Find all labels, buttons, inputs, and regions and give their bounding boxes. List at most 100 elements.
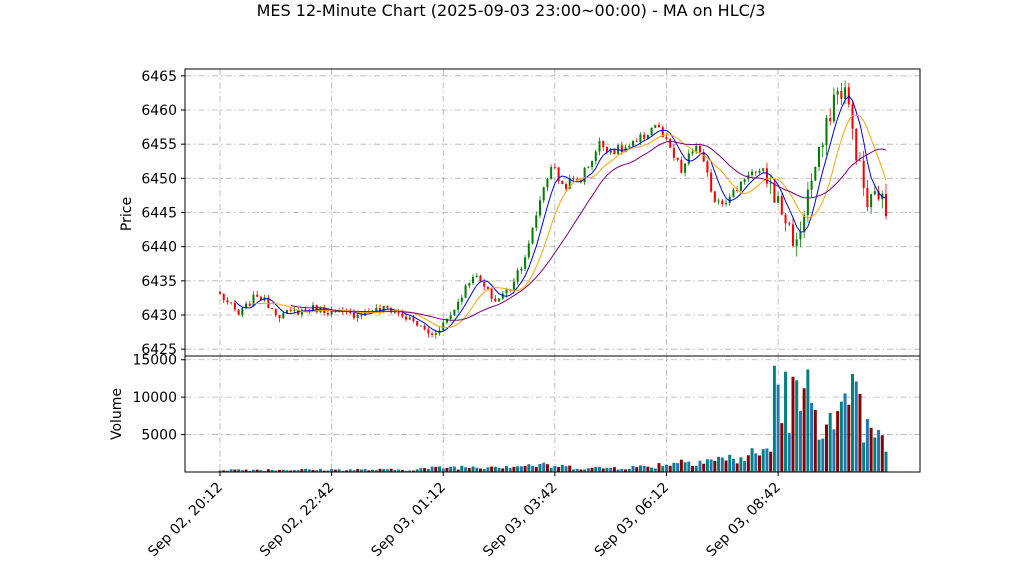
volume-bar-48 bbox=[397, 469, 401, 472]
volume-bar-86 bbox=[538, 464, 542, 472]
volume-bar-29 bbox=[326, 470, 330, 472]
volume-bar-93 bbox=[564, 466, 568, 472]
candle-body-67 bbox=[468, 283, 471, 286]
volume-bar-40 bbox=[367, 470, 371, 472]
price-tick-label-8: 6465 bbox=[141, 69, 177, 85]
volume-bar-122 bbox=[672, 462, 676, 472]
volume-bar-0 bbox=[218, 470, 222, 472]
volume-bar-94 bbox=[568, 465, 572, 472]
candle-body-111 bbox=[631, 140, 635, 146]
candle-body-82 bbox=[524, 257, 527, 269]
volume-bar-37 bbox=[356, 469, 360, 472]
volume-bar-144 bbox=[754, 453, 758, 472]
volume-bar-6 bbox=[240, 470, 244, 472]
volume-bar-127 bbox=[691, 466, 695, 472]
volume-bar-163 bbox=[824, 424, 828, 472]
x-tick-label-4: Sep 03, 06:12 bbox=[592, 480, 673, 561]
volume-bar-87 bbox=[542, 462, 546, 472]
price-axis-label: Price bbox=[119, 197, 135, 231]
volume-bar-64 bbox=[456, 469, 460, 472]
volume-bar-145 bbox=[758, 455, 761, 472]
candle-body-157 bbox=[803, 214, 806, 232]
volume-bar-5 bbox=[237, 469, 241, 472]
candle-body-47 bbox=[393, 312, 396, 314]
volume-bar-75 bbox=[497, 468, 501, 472]
candle-body-0 bbox=[218, 291, 222, 294]
candle-body-87 bbox=[542, 187, 545, 201]
volume-bar-97 bbox=[579, 469, 583, 472]
volume-bar-92 bbox=[560, 464, 564, 472]
candle-body-11 bbox=[259, 296, 262, 301]
x-tick-label-0: Sep 02, 20:12 bbox=[145, 480, 226, 561]
candle-body-56 bbox=[427, 329, 430, 334]
volume-tick-label-1: 10000 bbox=[132, 390, 177, 406]
candle-body-10 bbox=[256, 294, 259, 297]
candle-body-60 bbox=[442, 322, 445, 331]
volume-bar-52 bbox=[411, 470, 415, 472]
candle-body-35 bbox=[349, 311, 352, 314]
candle-body-150 bbox=[777, 196, 780, 203]
candle-body-1 bbox=[222, 293, 225, 301]
candle-body-108 bbox=[620, 145, 623, 153]
candle-body-158 bbox=[806, 189, 809, 215]
candle-body-71 bbox=[483, 282, 486, 287]
volume-bar-176 bbox=[873, 437, 877, 472]
candle-body-39 bbox=[364, 311, 367, 316]
volume-bar-84 bbox=[531, 465, 535, 472]
candle-body-44 bbox=[382, 305, 385, 311]
candle-body-72 bbox=[486, 286, 489, 289]
volume-bar-11 bbox=[259, 470, 263, 472]
x-tick-label-3: Sep 03, 03:42 bbox=[480, 480, 561, 561]
volume-bar-99 bbox=[586, 468, 590, 472]
volume-bar-142 bbox=[746, 455, 750, 472]
candle-body-146 bbox=[762, 168, 765, 171]
ma-fast-line bbox=[234, 95, 887, 333]
candle-body-22 bbox=[300, 309, 303, 315]
volume-bar-178 bbox=[880, 435, 884, 472]
volume-bar-55 bbox=[423, 468, 427, 472]
volume-bar-89 bbox=[549, 467, 553, 472]
candle-body-102 bbox=[598, 141, 601, 152]
volume-bar-59 bbox=[438, 466, 442, 472]
volume-bar-54 bbox=[419, 468, 423, 472]
candle-body-21 bbox=[297, 310, 300, 315]
price-candles bbox=[218, 80, 888, 339]
volume-panel-frame bbox=[184, 355, 921, 473]
candle-body-53 bbox=[416, 321, 419, 326]
volume-bar-47 bbox=[393, 470, 397, 472]
candle-body-36 bbox=[352, 313, 355, 318]
candle-body-127 bbox=[691, 151, 694, 154]
candle-body-91 bbox=[557, 167, 560, 181]
volume-bar-21 bbox=[296, 470, 300, 472]
volume-bar-106 bbox=[612, 467, 616, 472]
volume-bar-175 bbox=[869, 427, 873, 472]
volume-bar-161 bbox=[817, 439, 821, 472]
candle-body-52 bbox=[412, 317, 415, 322]
volume-bar-45 bbox=[385, 469, 389, 472]
volume-bar-140 bbox=[739, 457, 743, 472]
volume-tick-label-0: 5000 bbox=[141, 428, 177, 444]
volume-bar-43 bbox=[378, 468, 382, 472]
volume-bar-9 bbox=[251, 469, 255, 472]
volume-bar-125 bbox=[683, 462, 687, 472]
volume-bar-8 bbox=[248, 470, 252, 472]
volume-bar-74 bbox=[493, 466, 497, 472]
candle-body-138 bbox=[732, 189, 735, 197]
volume-bar-111 bbox=[631, 465, 635, 472]
volume-bar-162 bbox=[821, 438, 825, 472]
volume-bar-44 bbox=[382, 469, 386, 472]
candle-body-140 bbox=[739, 181, 742, 191]
volume-bar-85 bbox=[534, 466, 538, 472]
candle-body-23 bbox=[304, 309, 307, 311]
volume-bar-102 bbox=[598, 466, 601, 472]
volume-bar-39 bbox=[363, 469, 367, 472]
candle-body-164 bbox=[829, 118, 832, 122]
volume-bar-136 bbox=[724, 460, 728, 472]
volume-bar-10 bbox=[255, 469, 259, 472]
volume-bar-16 bbox=[278, 470, 282, 472]
price-tick-label-2: 6435 bbox=[141, 274, 177, 290]
candle-body-134 bbox=[717, 200, 720, 202]
candle-body-65 bbox=[460, 297, 463, 302]
candle-body-63 bbox=[453, 309, 456, 316]
